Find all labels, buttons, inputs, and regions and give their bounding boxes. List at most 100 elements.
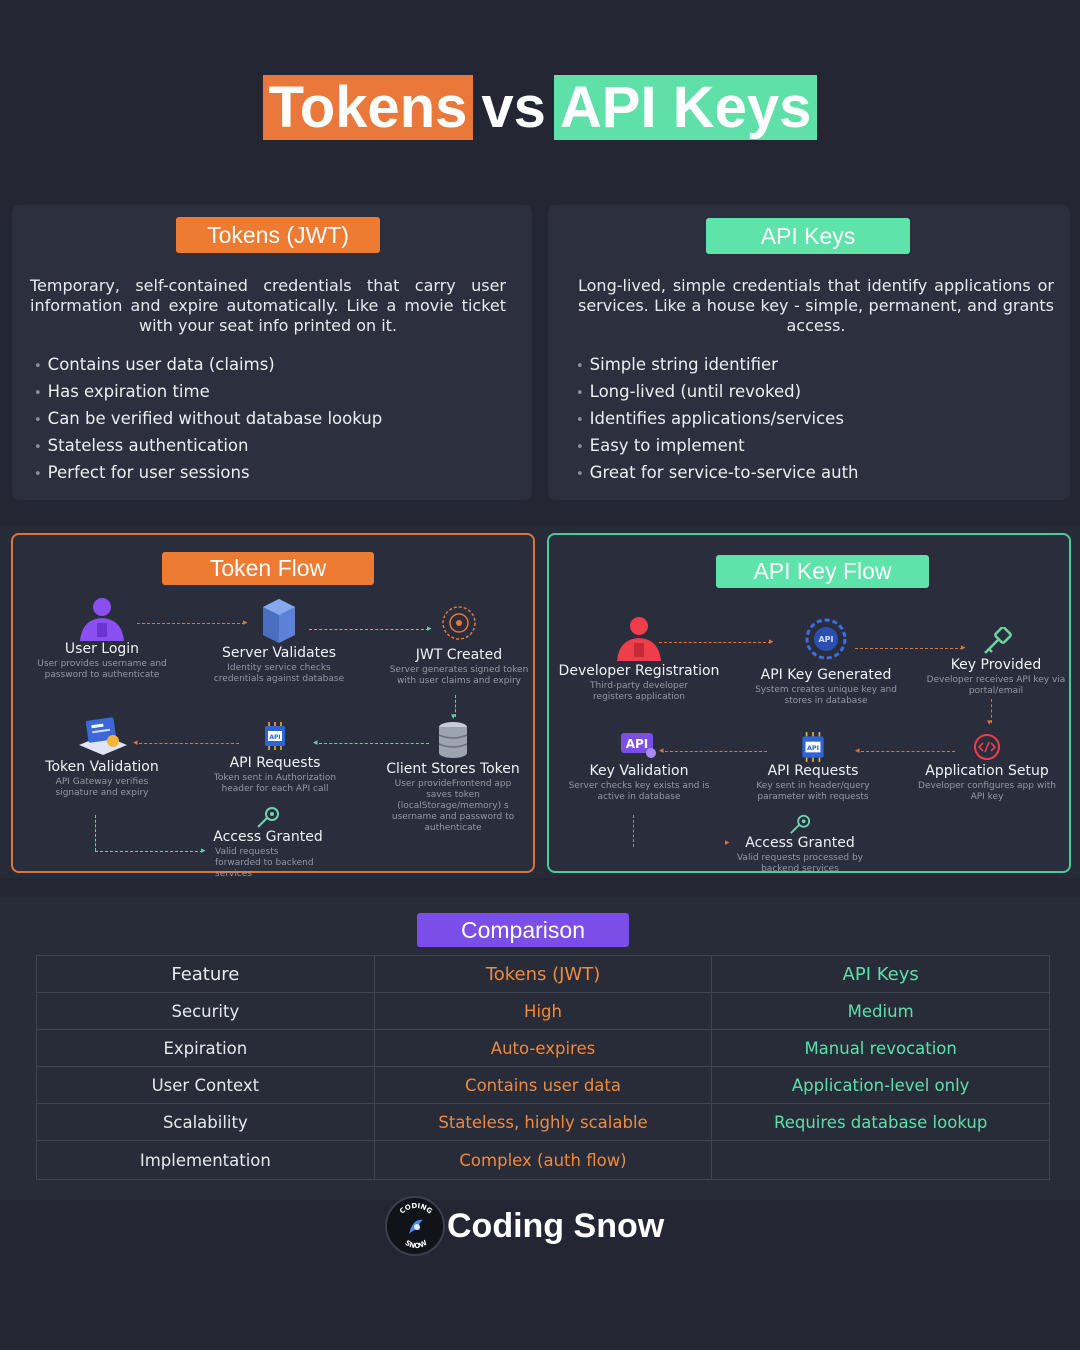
arrow-right-icon: ▸ xyxy=(725,838,730,848)
table-row: Implementation Complex (auth flow) xyxy=(36,1140,1050,1180)
svg-text:API: API xyxy=(807,744,819,752)
arrow-left-icon: ◂ xyxy=(313,738,318,748)
header-tokens: Tokens (JWT) xyxy=(373,955,713,993)
id-card-icon xyxy=(79,717,127,755)
key-icon xyxy=(984,627,1012,654)
connector xyxy=(309,629,429,630)
arrow-right-icon: ▸ xyxy=(961,643,966,653)
svg-text:API: API xyxy=(626,737,649,751)
arrow-right-icon: ▸ xyxy=(201,846,206,856)
title-tokens: Tokens xyxy=(262,75,474,140)
list-item: Simple string identifier xyxy=(576,352,1056,379)
gear-icon xyxy=(442,606,476,640)
tokens-panel: Tokens (JWT) Temporary, self-contained c… xyxy=(12,205,532,500)
list-item: Long-lived (until revoked) xyxy=(576,379,1056,406)
arrow-down-icon: ▾ xyxy=(987,718,992,728)
connector xyxy=(633,815,634,847)
connector xyxy=(319,743,429,744)
api-key-flow-panel: API Key Flow ▸ ▸ ▾ ◂ ◂ ▸ Developer Regis… xyxy=(547,533,1071,875)
node-api-requests: API API Requests Token sent in Authoriza… xyxy=(209,721,341,795)
connector xyxy=(861,751,955,752)
footer-brand: CODING SNOW Coding Snow xyxy=(385,1196,664,1256)
list-item: Can be verified without database lookup xyxy=(34,406,514,433)
list-item: Identifies applications/services xyxy=(576,406,1056,433)
node-server-validates: Server Validates Identity service checks… xyxy=(209,597,349,685)
api-badge-icon: API xyxy=(621,733,656,758)
svg-text:CODING: CODING xyxy=(398,1202,434,1216)
table-row: Security High Medium xyxy=(36,992,1050,1030)
header-apikeys: API Keys xyxy=(711,955,1050,993)
node-api-requests: API API Requests Key sent in header/quer… xyxy=(737,731,889,803)
apikeys-pill: API Keys xyxy=(706,218,910,254)
list-item: Contains user data (claims) xyxy=(34,352,514,379)
key-icon xyxy=(257,807,279,828)
node-key-provided: Key Provided Developer receives API key … xyxy=(921,627,1071,697)
title-api-keys: API Keys xyxy=(553,75,818,140)
tokens-pill: Tokens (JWT) xyxy=(176,217,380,253)
list-item: Easy to implement xyxy=(576,433,1056,460)
arrow-left-icon: ◂ xyxy=(855,746,860,756)
brand-name: Coding Snow xyxy=(447,1206,665,1245)
page-title: Tokens vs API Keys xyxy=(0,74,1080,144)
api-key-flow-pill: API Key Flow xyxy=(716,555,929,588)
node-user-login: User Login User provides username and pa… xyxy=(27,597,177,681)
svg-text:SNOW: SNOW xyxy=(404,1239,429,1250)
svg-text:API: API xyxy=(818,635,833,644)
apikeys-description: Long-lived, simple credentials that iden… xyxy=(578,276,1054,335)
header-feature: Feature xyxy=(36,955,375,993)
api-gear-icon: API xyxy=(805,618,847,660)
apikeys-bullets: Simple string identifier Long-lived (unt… xyxy=(576,352,1056,487)
key-icon xyxy=(790,814,811,834)
arrow-left-icon: ◂ xyxy=(133,738,138,748)
table-row: Expiration Auto-expires Manual revocatio… xyxy=(36,1029,1050,1067)
node-application-setup: Application Setup Developer configures a… xyxy=(907,731,1067,803)
connector xyxy=(665,751,767,752)
code-icon xyxy=(974,734,1000,760)
api-chip-icon: API xyxy=(802,732,824,762)
node-jwt-created: JWT Created Server generates signed toke… xyxy=(385,603,533,687)
node-key-validation: API Key Validation Server checks key exi… xyxy=(559,731,719,803)
connector xyxy=(95,851,203,852)
snow-logo-icon: CODING SNOW xyxy=(398,1202,434,1250)
user-icon xyxy=(80,598,124,641)
api-chip-icon: API xyxy=(265,722,285,750)
token-flow-pill: Token Flow xyxy=(162,552,374,585)
apikeys-panel: API Keys Long-lived, simple credentials … xyxy=(548,205,1070,500)
connector xyxy=(137,623,245,624)
list-item: Stateless authentication xyxy=(34,433,514,460)
connector xyxy=(659,642,771,643)
connector xyxy=(455,695,456,717)
table-row: Scalability Stateless, highly scalable R… xyxy=(36,1103,1050,1141)
connector xyxy=(139,743,239,744)
node-token-validation: Token Validation API Gateway verifies si… xyxy=(27,715,177,799)
table-header-row: Feature Tokens (JWT) API Keys xyxy=(36,955,1050,993)
node-client-stores-token: Client Stores Token User provideFrontend… xyxy=(373,721,533,834)
connector xyxy=(95,815,96,851)
server-icon xyxy=(263,599,295,643)
arrow-right-icon: ▸ xyxy=(769,637,774,647)
arrow-right-icon: ▸ xyxy=(243,618,248,628)
logo-text-top: CODING xyxy=(398,1202,434,1216)
tokens-bullets: Contains user data (claims) Has expirati… xyxy=(34,352,514,487)
node-access-granted: Access Granted Valid requests forwarded … xyxy=(203,805,333,880)
token-flow-panel: Token Flow ▸ ▸ ▾ ◂ ◂ ▸ User Login User p… xyxy=(11,533,535,879)
logo-text-bottom: SNOW xyxy=(404,1239,429,1250)
node-api-key-generated: API API Key Generated System creates uni… xyxy=(749,617,903,707)
connector xyxy=(855,648,963,649)
svg-text:API: API xyxy=(269,734,280,741)
list-item: Great for service-to-service auth xyxy=(576,460,1056,487)
coding-snow-logo: CODING SNOW xyxy=(385,1196,445,1256)
arrow-left-icon: ◂ xyxy=(659,746,664,756)
user-icon xyxy=(617,617,661,661)
comparison-pill: Comparison xyxy=(417,913,629,947)
node-access-granted: Access Granted Valid requests processed … xyxy=(725,813,875,875)
tokens-description: Temporary, self-contained credentials th… xyxy=(30,276,506,335)
arrow-down-icon: ▾ xyxy=(451,712,456,722)
node-developer-registration: Developer Registration Third-party devel… xyxy=(555,615,723,703)
comparison-table: Feature Tokens (JWT) API Keys Security H… xyxy=(36,955,1050,1180)
list-item: Perfect for user sessions xyxy=(34,460,514,487)
connector xyxy=(991,699,992,723)
arrow-right-icon: ▸ xyxy=(427,624,432,634)
database-icon xyxy=(438,722,468,758)
title-vs: vs xyxy=(481,75,546,140)
